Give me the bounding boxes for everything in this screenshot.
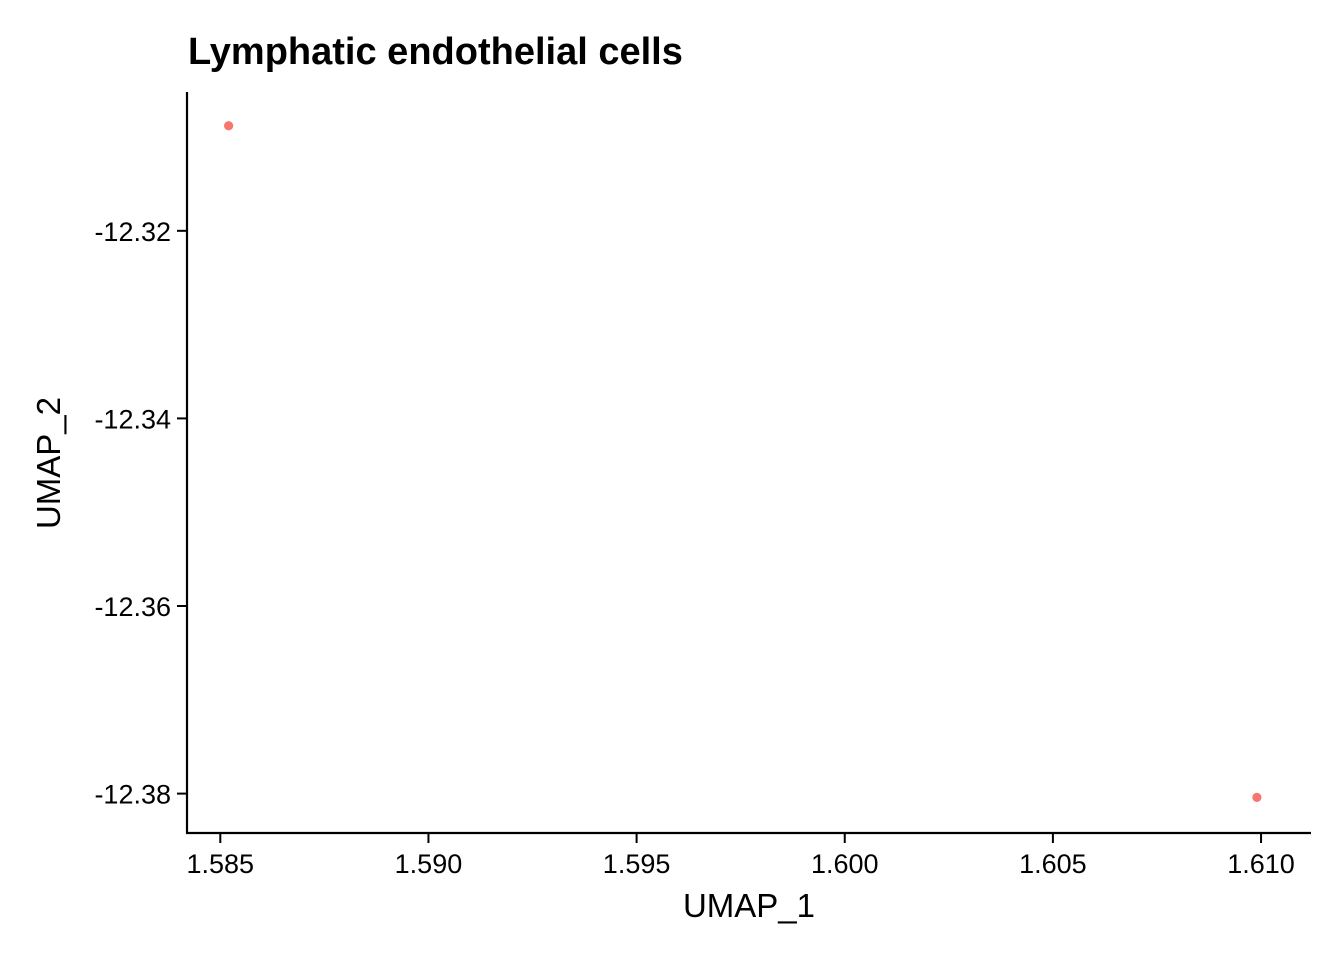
y-tick-label: -12.38 bbox=[94, 780, 171, 810]
y-axis-ticks: -12.32 -12.34 -12.36 -12.38 bbox=[94, 217, 187, 810]
plot-area bbox=[224, 121, 1262, 802]
x-axis-ticks: 1.585 1.590 1.595 1.600 1.605 1.610 bbox=[187, 833, 1295, 879]
x-tick-label: 1.600 bbox=[811, 849, 879, 879]
y-tick-label: -12.34 bbox=[94, 404, 171, 434]
x-tick-label: 1.585 bbox=[187, 849, 255, 879]
x-tick-label: 1.590 bbox=[395, 849, 463, 879]
x-tick-label: 1.610 bbox=[1227, 849, 1295, 879]
y-tick-label: -12.36 bbox=[94, 592, 171, 622]
x-tick-label: 1.605 bbox=[1019, 849, 1087, 879]
y-axis-title: UMAP_2 bbox=[30, 397, 67, 529]
chart-title: Lymphatic endothelial cells bbox=[188, 31, 683, 73]
y-tick-label: -12.32 bbox=[94, 217, 171, 247]
x-tick-label: 1.595 bbox=[603, 849, 671, 879]
data-point bbox=[224, 121, 234, 131]
data-point bbox=[1252, 792, 1262, 802]
x-axis-title: UMAP_1 bbox=[683, 887, 815, 924]
